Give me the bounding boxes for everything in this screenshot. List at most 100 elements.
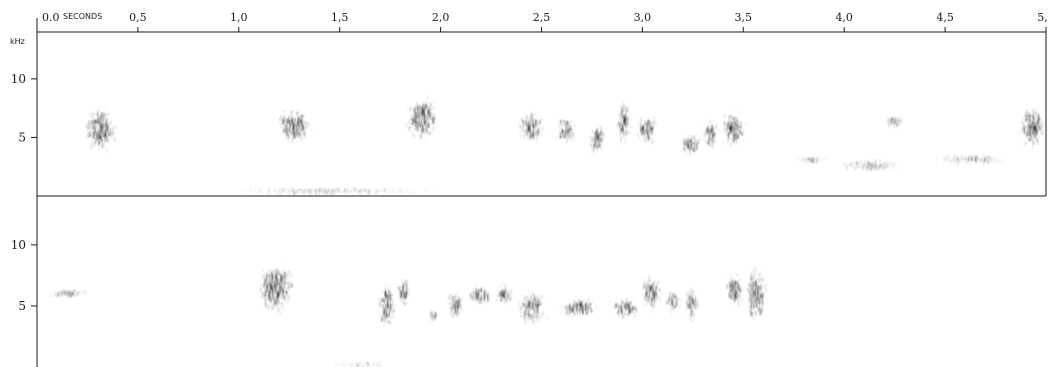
spectrogram-stroke (728, 131, 730, 138)
spectrogram-stroke (543, 127, 545, 131)
spectrogram-stroke (286, 126, 289, 133)
spectrogram-stroke (707, 129, 710, 133)
spectrogram-stroke (285, 292, 287, 295)
spectrogram-stroke (520, 292, 523, 297)
sound-blob (684, 287, 700, 324)
spectrogram-stroke (643, 278, 645, 282)
spectrogram-stroke (95, 125, 97, 127)
spectrogram-stroke (262, 273, 264, 279)
spectrogram-stroke (251, 188, 253, 193)
spectrogram-stroke (364, 361, 366, 366)
spectrogram-stroke (275, 291, 277, 297)
spectrogram-stroke (708, 137, 711, 142)
spectrogram-stroke (578, 299, 580, 303)
spectrogram-stroke (735, 131, 738, 135)
spectrogram-stroke (684, 138, 685, 144)
spectrogram-stroke (527, 125, 529, 131)
spectrogram-stroke (458, 301, 461, 305)
spectrogram-stroke (733, 133, 736, 138)
spectrogram-stroke (321, 190, 323, 196)
spectrogram-stroke (860, 160, 863, 163)
spectrogram-stroke (365, 362, 367, 367)
spectrogram-stroke (400, 287, 403, 290)
spectrogram-stroke (712, 143, 714, 150)
spectrogram-stroke (642, 287, 645, 289)
spectrogram-stroke (425, 115, 427, 120)
spectrogram-stroke (427, 109, 429, 112)
spectrogram-stroke (281, 290, 283, 295)
spectrogram-stroke (987, 157, 989, 163)
spectrogram-stroke (533, 116, 534, 123)
spectrogram-stroke (969, 155, 970, 159)
spectrogram-stroke (648, 281, 650, 286)
spectrogram-stroke (1024, 119, 1027, 121)
spectrogram-stroke (278, 189, 281, 194)
spectrogram-stroke (383, 188, 385, 192)
spectrogram-stroke (744, 129, 746, 136)
spectrogram-stroke (641, 119, 644, 123)
spectrogram-stroke (301, 125, 303, 132)
spectrogram-stroke (749, 297, 751, 301)
spectrogram-stroke (670, 308, 674, 315)
spectrogram-stroke (499, 284, 502, 288)
spectrogram-stroke (591, 131, 594, 135)
spectrogram-stroke (675, 295, 678, 298)
spectrogram-stroke (434, 313, 437, 318)
spectrogram-stroke (430, 122, 433, 125)
spectrogram-stroke (285, 272, 288, 278)
spectrogram-stroke (469, 292, 472, 295)
spectrogram-stroke (689, 307, 691, 314)
spectrogram-stroke (645, 296, 648, 298)
spectrogram-stroke (732, 137, 734, 143)
spectrogram-stroke (672, 293, 675, 297)
spectrogram-stroke (985, 155, 988, 161)
spectrogram-stroke (294, 115, 296, 118)
spectrogram-stroke (523, 298, 526, 302)
sound-blob (555, 118, 576, 144)
spectrogram-stroke (98, 143, 100, 146)
spectrogram-stroke (90, 120, 93, 124)
spectrogram-stroke (849, 163, 852, 166)
spectrogram-stroke (692, 145, 695, 151)
spectrogram-stroke (966, 159, 969, 163)
spectrogram-stroke (433, 121, 436, 125)
spectrogram-stroke (280, 293, 283, 300)
sound-blob (220, 186, 438, 198)
spectrogram-stroke (523, 315, 526, 321)
spectrogram-stroke (294, 189, 297, 194)
spectrogram-stroke (963, 157, 965, 164)
spectrogram-stroke (690, 309, 692, 316)
spectrogram-stroke (259, 289, 262, 291)
spectrogram-stroke (757, 297, 760, 302)
spectrogram-stroke (755, 297, 757, 304)
spectrogram-stroke (280, 302, 283, 306)
spectrogram-stroke (528, 307, 531, 313)
spectrogram-stroke (747, 305, 750, 308)
spectrogram-stroke (642, 127, 644, 132)
spectrogram-stroke (404, 280, 407, 286)
spectrogram-stroke (624, 131, 627, 134)
spectrogram-stroke (1019, 129, 1022, 132)
spectrogram-stroke (538, 129, 540, 134)
spectrogram-stroke (529, 133, 532, 137)
spectrogram-stroke (383, 292, 386, 295)
spectrogram-stroke (404, 291, 406, 296)
spectrogram-stroke (55, 291, 58, 298)
sound-blob (1019, 106, 1047, 152)
spectrogram-stroke (481, 294, 484, 300)
spectrogram-stroke (686, 151, 689, 156)
spectrogram-stroke (593, 150, 596, 153)
spectrogram-stroke (409, 106, 412, 111)
spectrogram-stroke (538, 132, 540, 136)
spectrogram-stroke (1032, 125, 1035, 132)
spectrogram-stroke (687, 142, 690, 147)
spectrogram-stroke (713, 133, 716, 137)
spectrogram-stroke (761, 295, 764, 301)
spectrogram-stroke (397, 285, 400, 291)
spectrogram-stroke (620, 117, 622, 123)
spectrogram-stroke (658, 288, 661, 294)
spectrogram-stroke (709, 128, 712, 131)
spectrogram-stroke (559, 130, 562, 133)
spectrogram-stroke (352, 191, 355, 194)
spectrogram-stroke (90, 125, 92, 128)
